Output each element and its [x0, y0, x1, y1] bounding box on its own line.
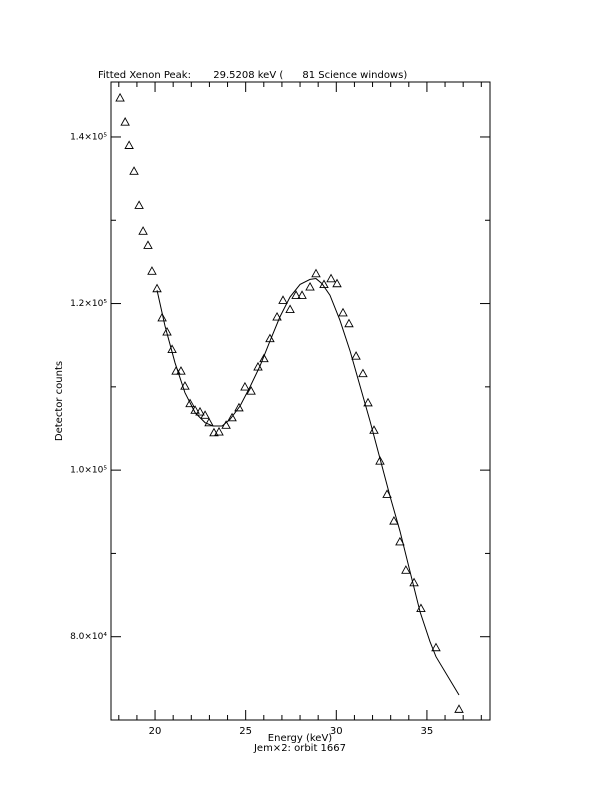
- data-point: [272, 311, 282, 321]
- x-tick-label: 25: [239, 726, 252, 737]
- data-point: [389, 516, 399, 525]
- data-point: [195, 406, 205, 416]
- data-point: [214, 426, 224, 436]
- x-tick-label: 30: [330, 726, 343, 737]
- data-point: [454, 704, 464, 713]
- x-tick-label: 20: [149, 726, 162, 737]
- data-point: [278, 295, 288, 304]
- chart-title: Fitted Xenon Peak: 29.5208 keV ( 81 Scie…: [98, 70, 407, 81]
- data-point: [305, 281, 315, 291]
- data-point: [332, 278, 342, 288]
- data-point: [401, 565, 411, 574]
- data-point: [395, 536, 405, 546]
- data-point: [246, 386, 256, 395]
- subtitle: Jem×2: orbit 1667: [253, 743, 346, 754]
- y-tick-label: 8.0×10⁴: [70, 632, 107, 642]
- data-point: [375, 456, 385, 465]
- data-point: [338, 307, 348, 317]
- data-point: [240, 381, 250, 391]
- data-point: [431, 642, 441, 652]
- data-point: [124, 140, 134, 149]
- data-point: [259, 353, 269, 363]
- x-tick-label: 35: [421, 726, 434, 737]
- data-point: [227, 412, 237, 422]
- fit-line: [156, 278, 460, 696]
- data-point: [297, 290, 307, 299]
- data-point: [147, 266, 157, 275]
- data-point: [138, 226, 148, 235]
- data-point: [311, 268, 321, 278]
- data-point: [120, 117, 130, 126]
- data-point: [115, 92, 125, 102]
- y-tick-label: 1.2×10⁵: [70, 299, 107, 309]
- data-point: [291, 290, 301, 299]
- data-point: [157, 312, 167, 322]
- y-tick-label: 1.0×10⁵: [70, 466, 107, 476]
- data-point: [200, 410, 210, 419]
- data-point: [143, 240, 153, 249]
- data-point: [129, 166, 139, 175]
- data-point: [363, 397, 373, 407]
- y-tick-label: 1.4×10⁵: [70, 132, 107, 142]
- data-point: [185, 398, 195, 408]
- data-point: [358, 368, 368, 378]
- data-point: [234, 402, 244, 412]
- data-point: [209, 427, 219, 437]
- data-point: [285, 304, 295, 314]
- data-point: [326, 273, 336, 283]
- data-point: [176, 366, 186, 375]
- data-point: [134, 200, 144, 209]
- data-point: [351, 351, 361, 360]
- y-axis-label: Detector counts: [54, 361, 65, 441]
- x-axis-label: Energy (keV): [268, 733, 333, 744]
- data-point: [204, 417, 214, 427]
- data-point: [344, 318, 354, 328]
